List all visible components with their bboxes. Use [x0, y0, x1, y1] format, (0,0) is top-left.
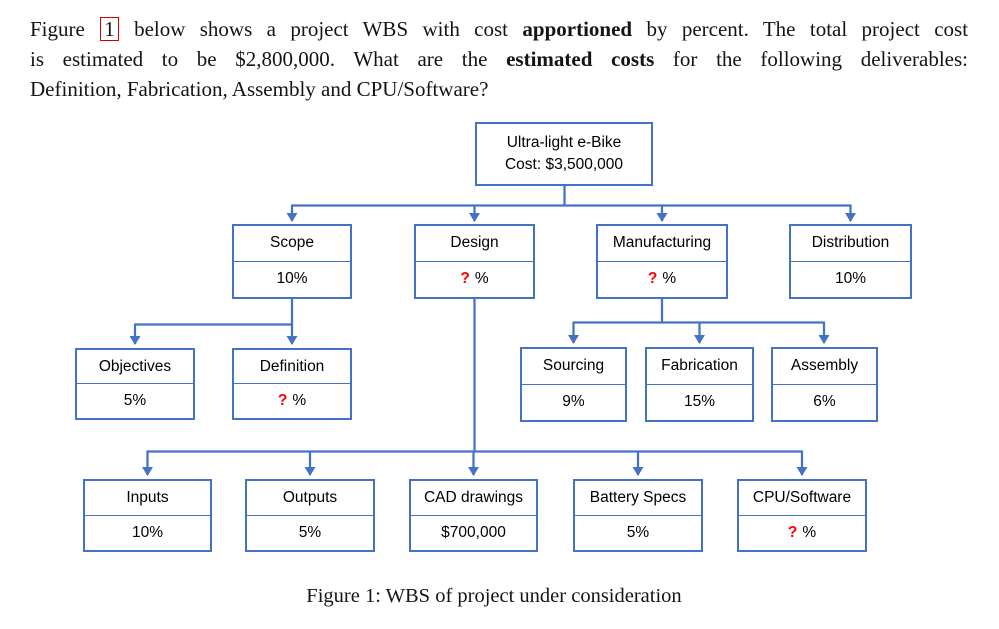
wbs-node-scope: Scope 10% — [232, 224, 352, 299]
wbs-manufacturing-label: Manufacturing — [598, 226, 726, 262]
wbs-node-fabrication: Fabrication 15% — [645, 347, 754, 422]
wbs-definition-label: Definition — [234, 350, 350, 384]
question-line2-bold: estimated costs — [506, 47, 655, 71]
wbs-scope-label: Scope — [234, 226, 350, 262]
wbs-node-definition: Definition ? % — [232, 348, 352, 420]
percent-sign: % — [662, 270, 677, 288]
wbs-design-label: Design — [416, 226, 533, 262]
wbs-node-inputs: Inputs 10% — [83, 479, 212, 552]
figure-reference-link[interactable]: 1 — [100, 17, 119, 41]
percent-sign: % — [474, 270, 489, 288]
wbs-node-assembly: Assembly 6% — [771, 347, 878, 422]
wbs-definition-value: ? % — [234, 384, 350, 418]
question-text: Figure 1 below shows a project WBS with … — [30, 14, 968, 104]
question-line1-mid: below shows a project WBS with cost — [134, 17, 509, 41]
wbs-node-sourcing: Sourcing 9% — [520, 347, 627, 422]
wbs-inputs-label: Inputs — [85, 481, 210, 516]
unknown-value-mark: ? — [277, 392, 288, 409]
question-line1-post: by percent. The total project cost — [646, 17, 969, 41]
wbs-inputs-value: 10% — [131, 523, 164, 541]
wbs-node-root: Ultra-light e-Bike Cost: $3,500,000 — [475, 122, 653, 186]
question-line-2: is estimated to be $2,800,000. What are … — [30, 44, 968, 74]
wbs-design-value: ? % — [416, 262, 533, 298]
wbs-cpu-software-value: ? % — [739, 516, 865, 551]
wbs-node-outputs: Outputs 5% — [245, 479, 375, 552]
percent-sign: % — [802, 523, 817, 541]
figure-caption: Figure 1: WBS of project under considera… — [306, 585, 682, 607]
connector-scope-to-children — [129, 299, 298, 345]
question-line2-pre: is estimated to be $2,800,000. What are … — [30, 47, 488, 71]
wbs-root-title: Ultra-light e-Bike — [506, 134, 622, 151]
wbs-node-battery-specs: Battery Specs 5% — [573, 479, 703, 552]
unknown-value-mark: ? — [787, 523, 798, 541]
wbs-cpu-software-label: CPU/Software — [739, 481, 865, 516]
wbs-distribution-value: 10% — [834, 270, 867, 288]
wbs-objectives-value: 5% — [123, 392, 147, 409]
wbs-cad-drawings-value: $700,000 — [441, 523, 506, 541]
wbs-distribution-label: Distribution — [791, 226, 910, 262]
wbs-node-design: Design ? % — [414, 224, 535, 299]
wbs-outputs-label: Outputs — [247, 481, 373, 516]
percent-sign: % — [292, 392, 307, 409]
question-line-3: Definition, Fabrication, Assembly and CP… — [30, 77, 489, 101]
question-line1-bold: apportioned — [522, 17, 633, 41]
wbs-node-objectives: Objectives 5% — [75, 348, 195, 420]
connector-root-to-level2 — [286, 186, 856, 222]
wbs-cad-drawings-label: CAD drawings — [411, 481, 536, 516]
unknown-value-mark: ? — [460, 270, 470, 288]
wbs-node-cad-drawings: CAD drawings $700,000 — [409, 479, 538, 552]
question-line2-post: for the following deliverables: — [672, 47, 969, 71]
wbs-battery-specs-value: 5% — [626, 523, 650, 541]
wbs-root-cost: Cost: $3,500,000 — [504, 156, 624, 173]
wbs-fabrication-value: 15% — [683, 393, 716, 411]
wbs-sourcing-label: Sourcing — [522, 349, 625, 385]
wbs-scope-value: 10% — [276, 270, 308, 288]
wbs-manufacturing-value: ? % — [598, 262, 726, 298]
wbs-sourcing-value: 9% — [562, 393, 585, 411]
question-line1-pre: Figure — [30, 17, 85, 41]
question-line-1: Figure 1 below shows a project WBS with … — [30, 14, 968, 44]
connector-manufacturing-to-children — [568, 299, 830, 344]
wbs-outputs-value: 5% — [298, 523, 322, 541]
wbs-node-cpu-software: CPU/Software ? % — [737, 479, 867, 552]
wbs-battery-specs-label: Battery Specs — [575, 481, 701, 516]
unknown-value-mark: ? — [647, 270, 658, 288]
wbs-node-manufacturing: Manufacturing ? % — [596, 224, 728, 299]
wbs-assembly-value: 6% — [813, 393, 836, 411]
wbs-assembly-label: Assembly — [773, 349, 876, 385]
wbs-objectives-label: Objectives — [77, 350, 193, 384]
wbs-fabrication-label: Fabrication — [647, 349, 752, 385]
wbs-node-distribution: Distribution 10% — [789, 224, 912, 299]
